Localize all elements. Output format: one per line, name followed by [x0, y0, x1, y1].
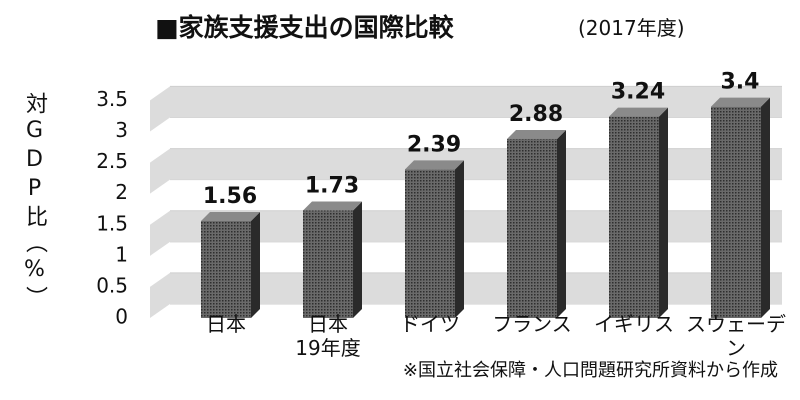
value-label: 2.88: [509, 102, 563, 127]
y-tick-label: 2.5: [96, 149, 128, 173]
x-tick-label: イギリス: [594, 312, 674, 336]
bar-top: [405, 160, 464, 170]
bar: [711, 106, 761, 318]
y-tick-label: 0: [115, 305, 128, 329]
y-tick-label: 2: [115, 180, 128, 204]
x-tick-label: 日本 19年度: [295, 312, 361, 360]
bar: [405, 169, 455, 318]
bar-side: [659, 107, 668, 318]
y-tick-label: 0.5: [96, 273, 128, 297]
y-axis-label: 対GDP比（%）: [22, 92, 47, 312]
x-tick-label: スウェーデン: [686, 312, 786, 360]
bar: [507, 138, 557, 318]
value-label: 2.39: [407, 132, 461, 157]
bar-top: [201, 212, 260, 222]
bar-side: [455, 160, 464, 318]
value-label: 3.24: [611, 80, 665, 105]
bar: [303, 210, 353, 318]
value-label: 1.73: [305, 173, 359, 198]
bar: [609, 116, 659, 318]
value-label: 3.4: [721, 70, 760, 95]
bar-top: [609, 107, 668, 117]
source-note: ※国立社会保障・人口問題研究所資料から作成: [402, 360, 778, 381]
y-tick-label: 1.5: [96, 211, 128, 235]
bar-top: [711, 97, 770, 107]
bar-side: [353, 201, 362, 318]
bar-side: [557, 129, 566, 318]
y-tick-label: 1: [115, 242, 128, 266]
chart-title: ■家族支援支出の国際比較: [155, 13, 454, 42]
bar: [201, 221, 251, 318]
bar-side: [251, 212, 260, 318]
bar-top: [507, 129, 566, 139]
chart-subtitle: (2017年度): [578, 16, 685, 40]
x-tick-label: 日本: [206, 312, 246, 336]
y-tick-label: 3.5: [96, 87, 128, 111]
x-tick-label: ドイツ: [400, 312, 460, 336]
value-label: 1.56: [203, 184, 257, 209]
grid-band: [150, 86, 782, 132]
y-tick-label: 3: [115, 118, 128, 142]
bar-side: [761, 97, 770, 318]
bar-top: [303, 201, 362, 211]
x-tick-label: フランス: [492, 312, 572, 336]
